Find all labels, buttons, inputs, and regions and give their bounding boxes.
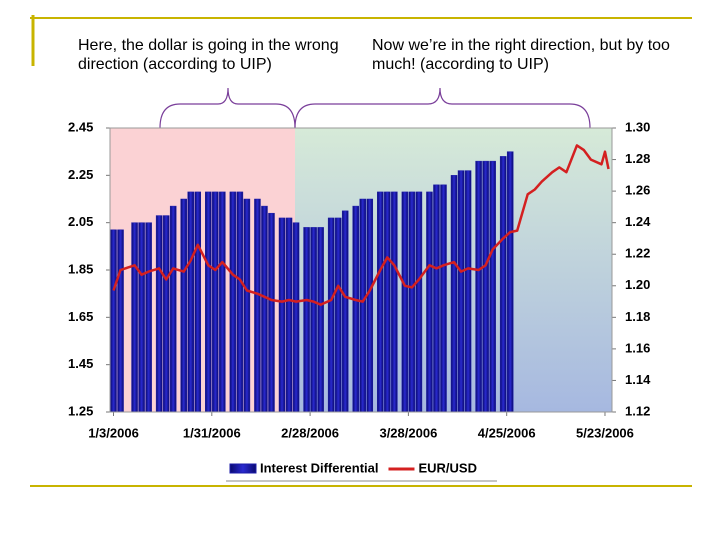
- y2-tick-label: 1.18: [625, 309, 650, 324]
- bar: [155, 215, 163, 413]
- bar: [391, 191, 398, 413]
- annotation: Here, the dollar is going in the wrong d…: [78, 37, 339, 73]
- bar: [341, 210, 349, 413]
- bar: [292, 222, 300, 413]
- bar: [366, 198, 374, 413]
- bar: [268, 212, 275, 413]
- bar: [433, 184, 440, 413]
- bar: [219, 191, 226, 413]
- bar: [426, 191, 433, 413]
- x-tick-label: 2/28/2006: [281, 425, 339, 440]
- bar: [254, 198, 261, 413]
- x-tick-label: 4/25/2006: [478, 425, 536, 440]
- bar: [261, 205, 268, 413]
- bar: [110, 229, 117, 413]
- y2-tick-label: 1.24: [625, 214, 651, 229]
- bar: [499, 156, 507, 413]
- bar: [310, 227, 317, 413]
- y-tick-label: 1.25: [68, 403, 93, 418]
- bar: [162, 215, 170, 413]
- bar: [482, 160, 489, 413]
- y-tick-label: 1.45: [68, 356, 93, 371]
- brace: [159, 87, 296, 129]
- y-tick-label: 2.45: [68, 119, 93, 134]
- bar: [489, 160, 496, 413]
- x-tick-label: 1/31/2006: [183, 425, 241, 440]
- bar: [457, 170, 465, 413]
- bar: [415, 191, 423, 413]
- bar: [145, 222, 152, 413]
- y-tick-label: 1.85: [68, 261, 93, 276]
- brace: [294, 87, 591, 129]
- bar: [138, 222, 145, 413]
- bar: [169, 205, 177, 413]
- bar: [475, 160, 482, 413]
- bar: [117, 229, 124, 413]
- bar: [384, 191, 391, 413]
- legend-label: Interest Differential: [260, 460, 378, 475]
- bar: [131, 222, 138, 413]
- y2-tick-label: 1.30: [625, 119, 650, 134]
- bar: [229, 191, 237, 413]
- x-tick-label: 5/23/2006: [576, 425, 634, 440]
- line: [112, 144, 610, 306]
- bar: [352, 205, 359, 413]
- bar: [187, 191, 194, 413]
- bar: [243, 198, 251, 413]
- bar: [278, 217, 286, 413]
- bar: [377, 191, 384, 413]
- bar: [408, 191, 416, 413]
- annotation: Now we’re in the right direction, but by…: [372, 37, 670, 73]
- bar: [440, 184, 447, 413]
- y2-tick-label: 1.12: [625, 403, 650, 418]
- x-tick-label: 3/28/2006: [379, 425, 437, 440]
- bar: [212, 191, 219, 413]
- bar: [334, 217, 342, 413]
- x-tick-label: 1/3/2006: [88, 425, 139, 440]
- bar: [327, 217, 335, 413]
- bar: [303, 227, 310, 413]
- bar: [285, 217, 293, 413]
- y2-tick-label: 1.16: [625, 340, 650, 355]
- bar: [450, 175, 458, 413]
- bar: [506, 151, 514, 413]
- bar: [236, 191, 244, 413]
- y2-tick-label: 1.14: [625, 372, 651, 387]
- y2-tick-label: 1.28: [625, 151, 650, 166]
- bar: [359, 198, 367, 413]
- bar: [464, 170, 472, 413]
- y-tick-label: 1.65: [68, 309, 93, 324]
- bar: [317, 227, 324, 413]
- legend-swatch: [229, 463, 257, 474]
- y2-tick-label: 1.22: [625, 246, 650, 261]
- y2-tick-label: 1.20: [625, 277, 650, 292]
- y-tick-label: 2.25: [68, 167, 93, 182]
- y2-tick-label: 1.26: [625, 183, 650, 198]
- bar: [205, 191, 212, 413]
- bar: [180, 198, 187, 413]
- plot-border: [109, 127, 613, 413]
- bar: [194, 191, 202, 413]
- bar: [401, 191, 409, 413]
- legend-label: EUR/USD: [418, 460, 477, 475]
- y-tick-label: 2.05: [68, 214, 93, 229]
